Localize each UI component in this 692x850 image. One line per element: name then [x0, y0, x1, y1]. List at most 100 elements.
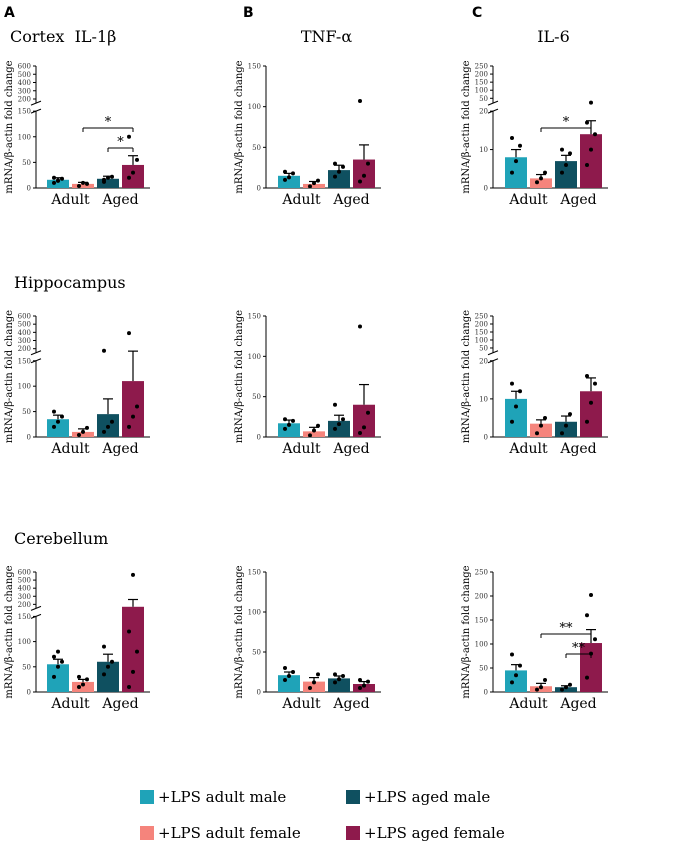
y-tick-label: 0: [257, 185, 261, 193]
bar: [328, 420, 350, 437]
data-point: [56, 664, 60, 669]
data-point: [77, 684, 81, 689]
bar: [353, 684, 375, 692]
data-point: [127, 331, 131, 336]
data-point: [560, 687, 564, 692]
x-category-label: Adult: [281, 696, 321, 712]
bar: [72, 431, 94, 437]
y-axis-label: mRNA/β-actin fold change: [234, 60, 245, 193]
y-tick-label: 100: [475, 641, 488, 649]
bar: [328, 170, 350, 188]
y-tick-label: 150: [248, 569, 261, 577]
y-tick-label: 400: [18, 329, 31, 337]
data-point: [362, 173, 366, 178]
x-category-label: Aged: [101, 441, 138, 457]
significance-label: *: [105, 115, 112, 130]
data-point: [510, 170, 514, 175]
panel-letter-b: B: [243, 5, 254, 21]
data-point: [535, 431, 539, 436]
data-point: [52, 180, 56, 185]
bar: [580, 643, 602, 692]
data-point: [283, 666, 287, 670]
data-point: [85, 181, 89, 186]
data-point: [52, 674, 56, 679]
y-tick-label: 50: [22, 408, 31, 416]
data-point: [291, 418, 295, 423]
significance-label: **: [572, 641, 586, 656]
data-point: [568, 682, 572, 687]
bar: [122, 164, 144, 188]
legend-label-aged-male: +LPS aged male: [364, 788, 490, 806]
y-tick-label: 500: [18, 321, 31, 329]
data-point: [308, 433, 312, 438]
legend-label-adult-female: +LPS adult female: [158, 824, 301, 842]
y-tick-label: 100: [248, 609, 261, 617]
bar: [122, 381, 144, 437]
x-category-label: Aged: [332, 696, 369, 712]
data-point: [560, 170, 564, 175]
data-point: [535, 687, 539, 692]
y-tick-label: 0: [484, 689, 488, 697]
data-point: [102, 644, 106, 649]
y-tick-label: 100: [18, 383, 31, 391]
data-point: [85, 425, 89, 430]
data-point: [514, 404, 518, 409]
y-tick-label: 20: [479, 357, 488, 365]
y-tick-label: 200: [475, 320, 488, 328]
data-point: [358, 678, 362, 682]
data-point: [358, 98, 362, 103]
region-label-hippocampus: Hippocampus: [14, 273, 126, 292]
data-point: [287, 175, 291, 180]
y-tick-label: 0: [27, 185, 31, 193]
data-point: [341, 674, 345, 678]
data-point: [127, 175, 131, 180]
bar: [122, 606, 144, 692]
data-point: [593, 381, 597, 386]
y-tick-label: 400: [18, 585, 31, 593]
data-point: [543, 415, 547, 420]
data-point: [585, 613, 589, 618]
bar: [47, 664, 69, 692]
chart-cortex-il1b: IL-1β 0 50 100 150 200300400500600mRNA/β-acti…: [4, 27, 150, 208]
y-axis-label: mRNA/β-actin fold change: [4, 565, 15, 698]
data-point: [333, 402, 337, 407]
y-tick-label: 0: [257, 689, 261, 697]
data-point: [106, 424, 110, 429]
data-point: [102, 177, 106, 182]
y-tick-label: 50: [252, 144, 261, 152]
x-category-label: Adult: [281, 192, 321, 208]
x-category-label: Aged: [332, 192, 369, 208]
y-tick-label: 50: [22, 159, 31, 167]
data-point: [81, 429, 85, 434]
data-point: [131, 572, 135, 577]
data-point: [585, 120, 589, 125]
data-point: [81, 180, 85, 185]
y-tick-label: 200: [18, 601, 31, 609]
data-point: [77, 183, 81, 188]
y-axis-label: mRNA/β-actin fold change: [234, 565, 245, 698]
data-point: [539, 685, 543, 690]
y-tick-label: 150: [18, 613, 31, 621]
y-tick-label: 200: [475, 593, 488, 601]
data-point: [312, 428, 316, 433]
y-tick-label: 150: [248, 63, 261, 71]
bar: [580, 134, 602, 188]
y-tick-label: 0: [484, 185, 488, 193]
y-axis-label: mRNA/β-actin fold change: [461, 310, 472, 443]
data-point: [333, 672, 337, 677]
x-category-label: Adult: [508, 192, 548, 208]
data-point: [337, 422, 341, 427]
significance-label: *: [563, 115, 570, 130]
data-point: [560, 147, 564, 152]
data-point: [589, 593, 593, 598]
data-point: [106, 664, 110, 669]
data-point: [60, 659, 64, 664]
data-point: [333, 174, 337, 179]
data-point: [316, 672, 320, 677]
data-point: [585, 675, 589, 680]
data-point: [110, 174, 114, 179]
data-point: [102, 348, 106, 353]
y-tick-label: 10: [479, 146, 488, 154]
chart-title: IL-6: [537, 27, 570, 46]
